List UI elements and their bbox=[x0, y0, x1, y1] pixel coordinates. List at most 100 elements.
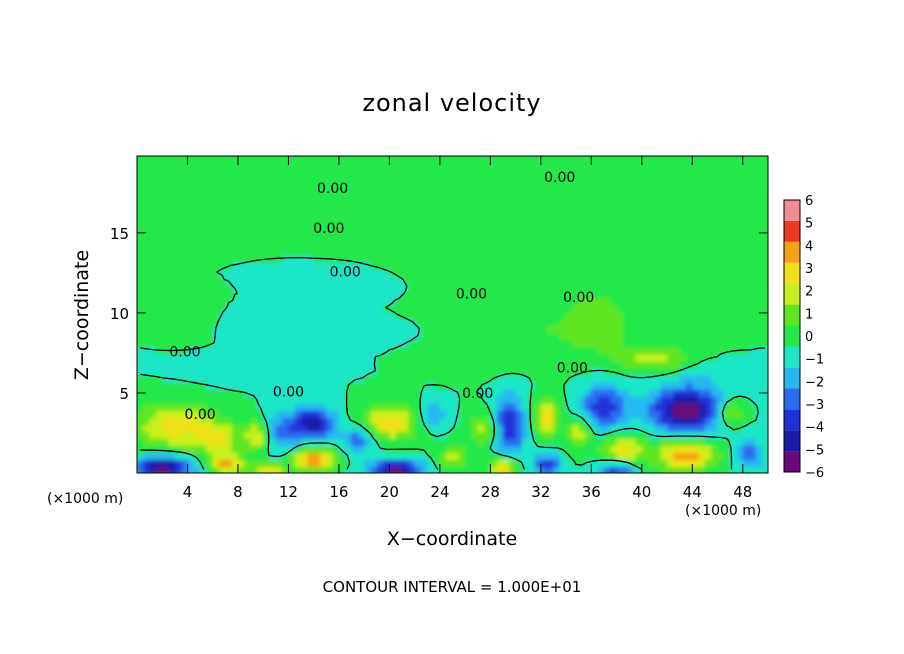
field-cell bbox=[162, 205, 170, 214]
field-cell bbox=[427, 367, 435, 376]
field-cell bbox=[685, 353, 694, 362]
field-cell bbox=[471, 381, 479, 390]
field-cell bbox=[446, 177, 454, 186]
field-cell bbox=[414, 332, 423, 341]
field-cell bbox=[496, 325, 505, 334]
field-cell bbox=[307, 198, 315, 207]
field-cell bbox=[294, 325, 303, 334]
field-cell bbox=[237, 423, 246, 432]
field-cell bbox=[597, 184, 606, 193]
field-cell bbox=[654, 381, 662, 390]
field-cell bbox=[566, 381, 574, 390]
field-cell bbox=[723, 318, 732, 327]
field-cell bbox=[761, 247, 768, 256]
field-cell bbox=[137, 339, 145, 348]
field-cell bbox=[667, 381, 675, 390]
field-cell bbox=[389, 437, 397, 447]
field-cell bbox=[250, 353, 259, 362]
field-cell bbox=[572, 275, 580, 284]
field-cell bbox=[484, 247, 492, 256]
field-cell bbox=[319, 416, 328, 425]
field-cell bbox=[357, 254, 366, 263]
field-cell bbox=[301, 310, 309, 320]
field-cell bbox=[389, 240, 397, 249]
field-cell bbox=[471, 177, 479, 186]
field-cell bbox=[622, 444, 631, 454]
field-cell bbox=[446, 444, 454, 454]
colorbar-label: −4 bbox=[805, 421, 824, 436]
field-cell bbox=[502, 254, 511, 263]
field-cell bbox=[465, 240, 473, 249]
field-cell bbox=[742, 430, 751, 439]
field-cell bbox=[137, 402, 145, 411]
field-cell bbox=[389, 219, 397, 228]
field-cell bbox=[572, 177, 580, 186]
field-cell bbox=[572, 254, 580, 263]
field-cell bbox=[200, 247, 208, 256]
field-cell bbox=[275, 409, 284, 418]
field-cell bbox=[250, 254, 259, 263]
field-cell bbox=[338, 247, 347, 256]
field-cell bbox=[610, 261, 618, 270]
field-cell bbox=[414, 254, 423, 263]
field-cell bbox=[301, 339, 309, 348]
field-cell bbox=[446, 163, 454, 172]
field-cell bbox=[414, 261, 423, 270]
field-cell bbox=[704, 163, 713, 172]
field-cell bbox=[629, 233, 637, 242]
field-cell bbox=[685, 303, 694, 313]
field-cell bbox=[458, 395, 467, 404]
field-cell bbox=[742, 367, 751, 376]
field-cell bbox=[193, 177, 202, 186]
field-cell bbox=[370, 254, 378, 263]
field-cell bbox=[521, 254, 530, 263]
field-cell bbox=[162, 318, 170, 327]
field-cell bbox=[597, 381, 606, 390]
field-cell bbox=[622, 437, 631, 447]
field-cell bbox=[704, 402, 713, 411]
field-cell bbox=[370, 275, 378, 284]
field-cell bbox=[660, 437, 669, 447]
field-cell bbox=[559, 409, 568, 418]
field-cell bbox=[502, 367, 511, 376]
field-cell bbox=[591, 332, 599, 341]
field-cell bbox=[509, 451, 517, 461]
field-cell bbox=[402, 423, 410, 432]
field-cell bbox=[654, 465, 662, 473]
field-cell bbox=[749, 458, 757, 468]
field-cell bbox=[231, 444, 240, 454]
field-cell bbox=[673, 388, 681, 397]
field-cell bbox=[301, 163, 309, 172]
field-cell bbox=[414, 191, 423, 200]
field-cell bbox=[383, 339, 391, 348]
field-cell bbox=[755, 451, 763, 461]
x-unit-right: (×1000 m) bbox=[685, 503, 762, 519]
field-cell bbox=[282, 423, 290, 432]
field-cell bbox=[364, 205, 372, 214]
field-cell bbox=[465, 198, 473, 207]
field-cell bbox=[395, 360, 404, 369]
field-cell bbox=[420, 198, 429, 207]
field-cell bbox=[704, 303, 713, 313]
field-cell bbox=[654, 360, 662, 369]
field-cell bbox=[288, 465, 296, 473]
field-cell bbox=[370, 465, 378, 473]
field-cell bbox=[193, 416, 202, 425]
field-cell bbox=[736, 226, 744, 235]
field-cell bbox=[206, 226, 214, 235]
field-cell bbox=[547, 374, 555, 383]
field-cell bbox=[521, 339, 530, 348]
field-cell bbox=[256, 303, 265, 313]
field-cell bbox=[540, 367, 549, 376]
field-cell bbox=[383, 430, 391, 439]
field-cell bbox=[610, 254, 618, 263]
field-cell bbox=[654, 254, 662, 263]
field-cell bbox=[263, 318, 271, 327]
field-cell bbox=[654, 388, 662, 397]
field-cell bbox=[269, 240, 278, 249]
x-tick-label: 32 bbox=[531, 483, 550, 501]
field-cell bbox=[736, 367, 744, 376]
field-cell bbox=[332, 254, 341, 263]
field-cell bbox=[692, 325, 700, 334]
field-cell bbox=[206, 325, 214, 334]
